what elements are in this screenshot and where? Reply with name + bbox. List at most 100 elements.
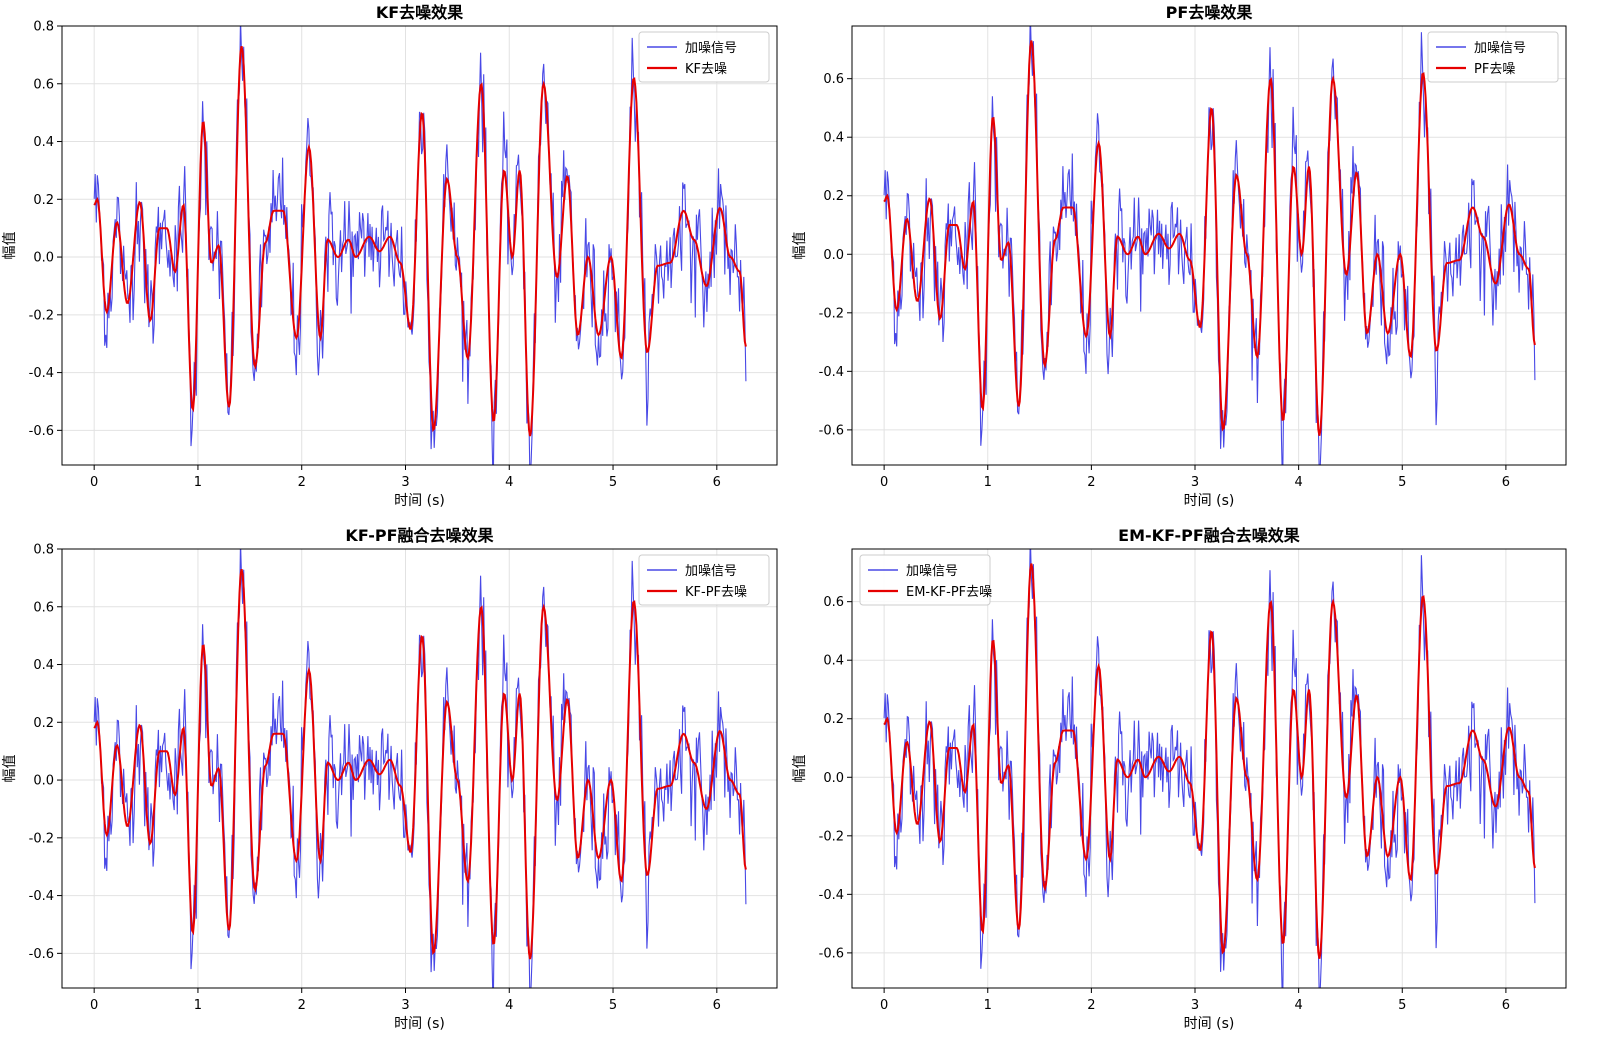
- x-tick-label: 0: [880, 475, 888, 490]
- y-tick-label: 0.4: [33, 135, 54, 150]
- series-line-denoised: [93, 569, 747, 960]
- y-tick-label: -0.6: [819, 946, 844, 961]
- y-tick-label: 0.6: [823, 595, 844, 610]
- chart-panel-2: 0 1 2 3 4 5 6 -0.6 -0.4 -0.2 0.0 0.2 0.4 0.6 PF去噪效果时间 …: [792, 3, 1567, 509]
- y-tick-label: -0.6: [29, 947, 54, 962]
- x-tick-label: 0: [90, 998, 98, 1013]
- x-axis-label: 时间 (s): [394, 1016, 445, 1032]
- axes-frame: [851, 25, 1567, 466]
- series-line-noisy: [883, 26, 1536, 465]
- x-tick-label: 2: [298, 475, 306, 490]
- y-tick-label: 0.6: [823, 72, 844, 87]
- legend: 加噪信号 EM-KF-PF去噪: [859, 554, 992, 606]
- y-tick-label: 0.2: [823, 712, 844, 727]
- y-tick-label: 0.2: [33, 716, 54, 731]
- y-tick-label: 0.4: [823, 654, 844, 669]
- series-line-noisy: [93, 26, 747, 465]
- x-tick-label: 1: [984, 475, 992, 490]
- y-tick-label: 0.6: [33, 600, 54, 615]
- legend-box: [638, 554, 770, 606]
- x-tick-label: 6: [1502, 475, 1510, 490]
- legend: 加噪信号 KF-PF去噪: [638, 554, 770, 606]
- y-tick-label: 0.8: [33, 20, 54, 35]
- y-tick-label: -0.2: [819, 306, 844, 321]
- legend-label-denoised: KF去噪: [685, 62, 727, 77]
- x-tick-label: 0: [90, 475, 98, 490]
- x-tick-label: 2: [298, 998, 306, 1013]
- y-tick-label: -0.2: [819, 829, 844, 844]
- x-tick-label: 4: [505, 998, 513, 1013]
- series-line-noisy: [883, 549, 1536, 988]
- y-axis-label: 幅值: [792, 755, 808, 783]
- y-tick-label: -0.2: [29, 831, 54, 846]
- x-tick-label: 6: [713, 998, 721, 1013]
- y-tick-label: 0.2: [823, 189, 844, 204]
- x-axis-label: 时间 (s): [1184, 493, 1235, 509]
- legend: 加噪信号 PF去噪: [1427, 31, 1559, 83]
- x-axis-label: 时间 (s): [1184, 1016, 1235, 1032]
- y-tick-label: -0.4: [819, 888, 844, 903]
- chart-panel-1: 0 1 2 3 4 5 6 -0.6 -0.4 -0.2 0.0 0.2 0.4 0.6 0.8 KF去噪效果…: [2, 3, 778, 509]
- y-tick-label: 0.4: [33, 658, 54, 673]
- legend-label-noisy: 加噪信号: [1474, 41, 1526, 56]
- x-tick-label: 1: [194, 998, 202, 1013]
- x-tick-label: 2: [1087, 475, 1095, 490]
- x-tick-label: 4: [505, 475, 513, 490]
- x-tick-label: 2: [1087, 998, 1095, 1013]
- chart-title: PF去噪效果: [1166, 3, 1253, 22]
- x-tick-label: 1: [984, 998, 992, 1013]
- legend-label-denoised: EM-KF-PF去噪: [906, 585, 992, 600]
- y-tick-label: 0.6: [33, 77, 54, 92]
- chart-title: KF-PF融合去噪效果: [345, 526, 493, 545]
- x-tick-label: 3: [401, 475, 409, 490]
- y-tick-label: -0.6: [819, 423, 844, 438]
- x-tick-label: 5: [609, 475, 617, 490]
- chart-title: EM-KF-PF融合去噪效果: [1118, 526, 1300, 545]
- y-tick-label: -0.4: [29, 366, 54, 381]
- y-axis-label: 幅值: [2, 755, 18, 783]
- axes-frame: [61, 25, 778, 466]
- x-tick-label: 0: [880, 998, 888, 1013]
- axes-frame: [851, 548, 1567, 989]
- legend-label-denoised: PF去噪: [1474, 62, 1515, 77]
- chart-title: KF去噪效果: [376, 3, 463, 22]
- chart-panel-4: 0 1 2 3 4 5 6 -0.6 -0.4 -0.2 0.0 0.2 0.4 0.6 EM-KF-PF融…: [792, 526, 1567, 1032]
- y-tick-label: 0.0: [33, 774, 54, 789]
- chart-panel-3: 0 1 2 3 4 5 6 -0.6 -0.4 -0.2 0.0 0.2 0.4 0.6 0.8 KF-PF融…: [2, 526, 778, 1032]
- y-tick-label: 0.8: [33, 543, 54, 558]
- legend-label-noisy: 加噪信号: [685, 41, 737, 56]
- x-tick-label: 5: [609, 998, 617, 1013]
- x-tick-label: 3: [401, 998, 409, 1013]
- legend-label-noisy: 加噪信号: [906, 564, 958, 579]
- y-tick-label: 0.4: [823, 131, 844, 146]
- legend-box: [859, 554, 991, 606]
- y-tick-label: 0.0: [823, 248, 844, 263]
- y-tick-label: -0.4: [29, 889, 54, 904]
- legend-box: [1427, 31, 1559, 83]
- series-line-noisy: [93, 549, 747, 988]
- y-tick-label: 0.2: [33, 193, 54, 208]
- legend: 加噪信号 KF去噪: [638, 31, 770, 83]
- legend-label-noisy: 加噪信号: [685, 564, 737, 579]
- series-line-denoised: [883, 40, 1536, 436]
- y-tick-label: -0.4: [819, 365, 844, 380]
- x-tick-label: 6: [1502, 998, 1510, 1013]
- y-tick-label: 0.0: [823, 771, 844, 786]
- y-axis-label: 幅值: [792, 232, 808, 260]
- y-tick-label: 0.0: [33, 251, 54, 266]
- x-tick-label: 3: [1191, 998, 1199, 1013]
- y-tick-label: -0.6: [29, 424, 54, 439]
- x-tick-label: 4: [1294, 475, 1302, 490]
- x-tick-label: 1: [194, 475, 202, 490]
- x-axis-label: 时间 (s): [394, 493, 445, 509]
- x-tick-label: 5: [1398, 475, 1406, 490]
- series-line-denoised: [93, 46, 747, 437]
- x-tick-label: 4: [1294, 998, 1302, 1013]
- y-tick-label: -0.2: [29, 308, 54, 323]
- x-tick-label: 5: [1398, 998, 1406, 1013]
- axes-frame: [61, 548, 778, 989]
- legend-label-denoised: KF-PF去噪: [685, 585, 747, 600]
- x-tick-label: 3: [1191, 475, 1199, 490]
- series-line-denoised: [883, 563, 1536, 959]
